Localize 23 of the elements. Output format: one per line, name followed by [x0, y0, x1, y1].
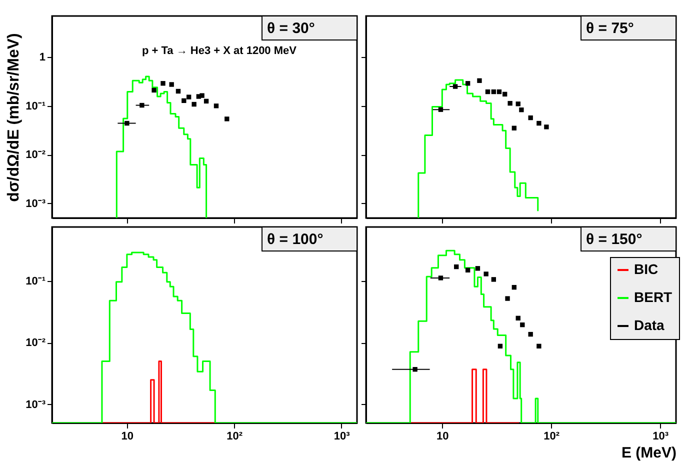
legend-label: Data [634, 317, 665, 333]
y-tick-label: 10⁻² [26, 337, 46, 350]
x-tick-label: 10³ [652, 430, 669, 442]
chart-title: θ = 30° [267, 20, 315, 37]
y-tick-label: 10⁻³ [26, 198, 46, 210]
annotation: p + Ta → He3 + X at 1200 MeV [142, 45, 298, 57]
chart-title: θ = 75° [586, 20, 634, 37]
x-tick-label: 10² [226, 430, 243, 442]
x-tick-label: 10² [544, 430, 560, 442]
chart-title: θ = 150° [586, 231, 642, 248]
x-tick-label: 10 [436, 430, 449, 442]
chart-title: θ = 100° [267, 231, 324, 248]
y-tick-label: 10⁻¹ [26, 276, 46, 288]
y-tick-label: 1 [39, 52, 46, 64]
legend-label: BERT [634, 289, 673, 305]
y-axis-title: dσ/dΩ/dE (mb/sr/MeV) [6, 33, 23, 202]
x-axis-title: E (MeV) [621, 444, 676, 462]
x-tick-label: 10³ [334, 430, 350, 442]
y-tick-label: 10⁻¹ [26, 100, 46, 112]
x-tick-label: 10 [121, 430, 134, 442]
legend-label: BIC [634, 261, 658, 277]
y-tick-label: 10⁻² [26, 149, 46, 162]
y-tick-label: 10⁻³ [26, 398, 46, 411]
